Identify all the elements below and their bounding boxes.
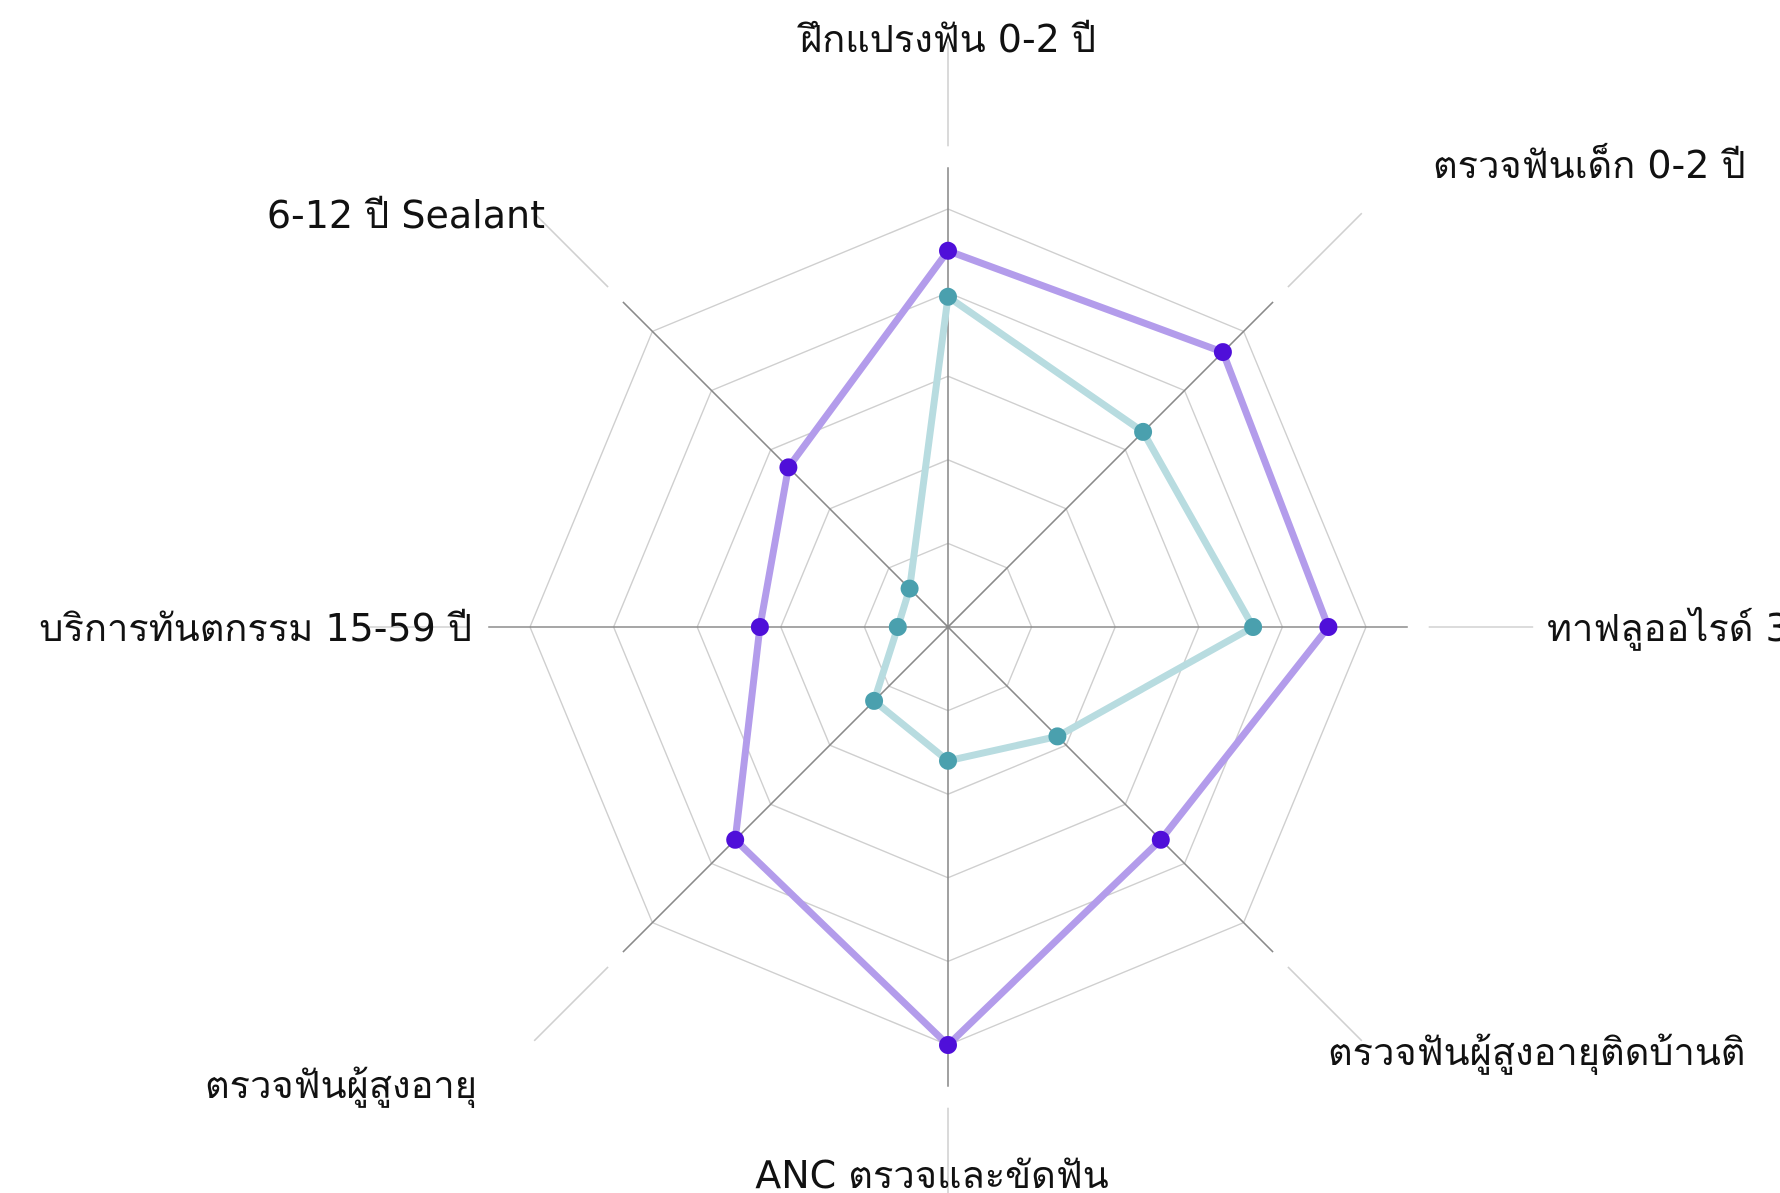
axis-label-1: ตรวจฟันเด็ก 0-2 ปี	[1433, 142, 1746, 187]
series-1-point-4	[939, 751, 957, 770]
series-0-point-0	[939, 241, 957, 260]
axis-label-0: ฝึกแปรงฟัน 0-2 ปี	[797, 17, 1096, 61]
axis-label-2: ทาฟลูออไรด์ 3	[1547, 606, 1780, 651]
series-0-point-5	[726, 830, 745, 849]
series-1-point-3	[1048, 727, 1067, 746]
axis-label-6: บริการทันตกรรม 15-59 ปี	[39, 606, 472, 650]
series-0-point-3	[1151, 830, 1170, 849]
series-1-point-6	[888, 618, 907, 636]
series-1-point-7	[900, 579, 919, 598]
series-0-point-2	[1319, 618, 1338, 636]
series-0-point-4	[939, 1036, 957, 1054]
axis-extension-5	[533, 966, 609, 1042]
series-0-point-7	[779, 458, 798, 477]
axis-spoke-3	[947, 626, 1274, 953]
radar-series	[726, 241, 1338, 1054]
series-1-point-2	[1244, 618, 1263, 636]
series-0-point-6	[750, 618, 769, 636]
series-0-point-1	[1213, 343, 1232, 362]
axis-extension-1	[1287, 212, 1363, 288]
axis-labels: ฝึกแปรงฟัน 0-2 ปี ตรวจฟันเด็ก 0-2 ปี ทาฟ…	[39, 17, 1780, 1193]
series-1-line	[870, 293, 1257, 765]
axis-label-3: ตรวจฟันผู้สูงอายุติดบ้านติ	[1328, 1030, 1745, 1075]
series-1-point-1	[1134, 422, 1153, 441]
axis-label-4: ANC ตรวจและขัดฟัน	[755, 1153, 1108, 1193]
axis-label-7: 6-12 ปี Sealant	[267, 193, 545, 237]
series-1	[865, 287, 1263, 770]
series-0	[726, 241, 1338, 1054]
series-1-point-0	[939, 287, 957, 306]
series-1-point-5	[865, 691, 884, 710]
axis-spoke-5	[622, 626, 949, 953]
axis-label-5: ตรวจฟันผู้สูงอายุ	[205, 1063, 477, 1108]
series-0-line	[731, 247, 1332, 1049]
axis-extension-7	[533, 212, 609, 288]
axis-extension-3	[1287, 966, 1363, 1042]
